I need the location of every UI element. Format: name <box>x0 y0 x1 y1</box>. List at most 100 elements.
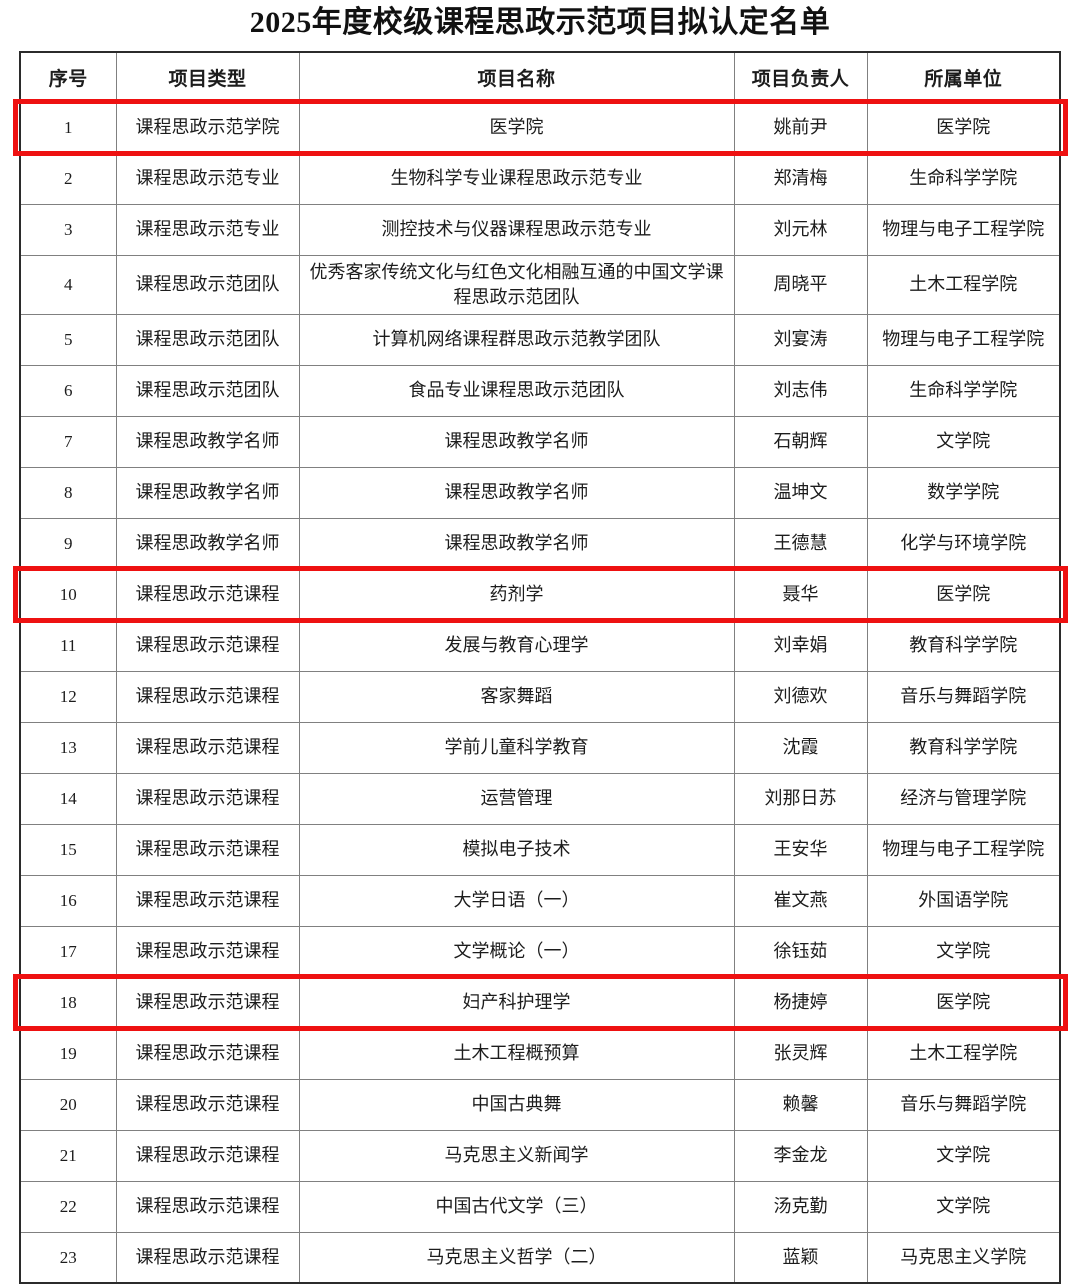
cell-unit: 经济与管理学院 <box>866 772 1061 825</box>
cell-owner: 刘志伟 <box>733 364 868 417</box>
cell-unit: 医学院 <box>866 976 1061 1029</box>
cell-unit: 土木工程学院 <box>866 1027 1061 1080</box>
cell-type: 课程思政示范课程 <box>115 670 300 723</box>
cell-seq: 2 <box>19 152 117 205</box>
cell-seq: 21 <box>19 1129 117 1182</box>
cell-type: 课程思政示范课程 <box>115 568 300 621</box>
table-row: 19 课程思政示范课程 土木工程概预算 张灵辉 土木工程学院 <box>19 1027 1061 1080</box>
cell-project-name: 土木工程概预算 <box>298 1027 735 1080</box>
cell-project-name: 食品专业课程思政示范团队 <box>298 364 735 417</box>
cell-type: 课程思政示范专业 <box>115 203 300 256</box>
cell-seq: 10 <box>19 568 117 621</box>
cell-unit: 文学院 <box>866 1129 1061 1182</box>
cell-type: 课程思政示范课程 <box>115 619 300 672</box>
cell-owner: 刘宴涛 <box>733 313 868 366</box>
cell-project-name: 学前儿童科学教育 <box>298 721 735 774</box>
cell-type: 课程思政示范课程 <box>115 925 300 978</box>
cell-owner: 姚前尹 <box>733 101 868 154</box>
table-row: 2 课程思政示范专业 生物科学专业课程思政示范专业 郑清梅 生命科学学院 <box>19 152 1061 205</box>
cell-seq: 14 <box>19 772 117 825</box>
cell-unit: 医学院 <box>866 101 1061 154</box>
cell-seq: 8 <box>19 466 117 519</box>
cell-type: 课程思政示范课程 <box>115 1027 300 1080</box>
cell-owner: 周晓平 <box>733 254 868 315</box>
cell-owner: 杨捷婷 <box>733 976 868 1029</box>
cell-seq: 1 <box>19 101 117 154</box>
table-body: 1 课程思政示范学院 医学院 姚前尹 医学院 2 课程思政示范专业 生物科学专业课程思政示范专… <box>19 101 1061 1284</box>
column-header-seq: 序号 <box>19 51 117 103</box>
cell-unit: 马克思主义学院 <box>866 1231 1061 1284</box>
cell-seq: 23 <box>19 1231 117 1284</box>
table-row: 1 课程思政示范学院 医学院 姚前尹 医学院 <box>19 101 1061 154</box>
cell-project-name: 马克思主义新闻学 <box>298 1129 735 1182</box>
cell-owner: 赖馨 <box>733 1078 868 1131</box>
cell-unit: 物理与电子工程学院 <box>866 313 1061 366</box>
cell-unit: 音乐与舞蹈学院 <box>866 1078 1061 1131</box>
cell-seq: 16 <box>19 874 117 927</box>
column-header-unit: 所属单位 <box>866 51 1061 103</box>
cell-owner: 蓝颖 <box>733 1231 868 1284</box>
cell-project-name: 发展与教育心理学 <box>298 619 735 672</box>
cell-project-name: 文学概论（一） <box>298 925 735 978</box>
table-row: 15 课程思政示范课程 模拟电子技术 王安华 物理与电子工程学院 <box>19 823 1061 876</box>
cell-seq: 11 <box>19 619 117 672</box>
cell-project-name: 妇产科护理学 <box>298 976 735 1029</box>
table-row: 12 课程思政示范课程 客家舞蹈 刘德欢 音乐与舞蹈学院 <box>19 670 1061 723</box>
table-row: 3 课程思政示范专业 测控技术与仪器课程思政示范专业 刘元林 物理与电子工程学院 <box>19 203 1061 256</box>
table-row: 7 课程思政教学名师 课程思政教学名师 石朝辉 文学院 <box>19 415 1061 468</box>
cell-seq: 19 <box>19 1027 117 1080</box>
cell-seq: 13 <box>19 721 117 774</box>
cell-project-name: 中国古代文学（三） <box>298 1180 735 1233</box>
table-row: 5 课程思政示范团队 计算机网络课程群思政示范教学团队 刘宴涛 物理与电子工程学院 <box>19 313 1061 366</box>
cell-owner: 刘幸娟 <box>733 619 868 672</box>
cell-owner: 汤克勤 <box>733 1180 868 1233</box>
table-row: 16 课程思政示范课程 大学日语（一） 崔文燕 外国语学院 <box>19 874 1061 927</box>
table-row: 22 课程思政示范课程 中国古代文学（三） 汤克勤 文学院 <box>19 1180 1061 1233</box>
cell-project-name: 课程思政教学名师 <box>298 517 735 570</box>
cell-type: 课程思政示范课程 <box>115 721 300 774</box>
cell-owner: 李金龙 <box>733 1129 868 1182</box>
listing-table-container: 序号 项目类型 项目名称 项目负责人 所属单位 1 课程思政示范学院 医学院 姚前尹医… <box>19 51 1061 1284</box>
cell-unit: 文学院 <box>866 1180 1061 1233</box>
cell-type: 课程思政示范课程 <box>115 976 300 1029</box>
cell-unit: 文学院 <box>866 415 1061 468</box>
cell-owner: 郑清梅 <box>733 152 868 205</box>
cell-seq: 18 <box>19 976 117 1029</box>
cell-type: 课程思政示范课程 <box>115 874 300 927</box>
cell-project-name: 运营管理 <box>298 772 735 825</box>
cell-type: 课程思政示范专业 <box>115 152 300 205</box>
cell-type: 课程思政示范课程 <box>115 1231 300 1284</box>
table-row: 9 课程思政教学名师 课程思政教学名师 王德慧 化学与环境学院 <box>19 517 1061 570</box>
cell-owner: 刘元林 <box>733 203 868 256</box>
cell-project-name: 课程思政教学名师 <box>298 415 735 468</box>
cell-unit: 教育科学学院 <box>866 721 1061 774</box>
cell-type: 课程思政示范团队 <box>115 254 300 315</box>
cell-unit: 生命科学学院 <box>866 152 1061 205</box>
cell-owner: 刘德欢 <box>733 670 868 723</box>
cell-seq: 6 <box>19 364 117 417</box>
page-title: 2025年度校级课程思政示范项目拟认定名单 <box>249 6 831 39</box>
cell-seq: 7 <box>19 415 117 468</box>
cell-owner: 沈霞 <box>733 721 868 774</box>
cell-type: 课程思政教学名师 <box>115 517 300 570</box>
cell-type: 课程思政示范课程 <box>115 1129 300 1182</box>
cell-owner: 张灵辉 <box>733 1027 868 1080</box>
cell-type: 课程思政示范课程 <box>115 1078 300 1131</box>
cell-project-name: 客家舞蹈 <box>298 670 735 723</box>
cell-type: 课程思政教学名师 <box>115 466 300 519</box>
table-row: 8 课程思政教学名师 课程思政教学名师 温坤文 数学学院 <box>19 466 1061 519</box>
cell-seq: 3 <box>19 203 117 256</box>
table-row: 4 课程思政示范团队 优秀客家传统文化与红色文化相融互通的中国文学课程思政示范团队周… <box>19 254 1061 315</box>
project-listing-table: 序号 项目类型 项目名称 项目负责人 所属单位 1 课程思政示范学院 医学院 姚前尹医… <box>19 51 1061 1284</box>
cell-seq: 22 <box>19 1180 117 1233</box>
cell-owner: 刘那日苏 <box>733 772 868 825</box>
cell-project-name: 课程思政教学名师 <box>298 466 735 519</box>
cell-unit: 生命科学学院 <box>866 364 1061 417</box>
cell-unit: 物理与电子工程学院 <box>866 823 1061 876</box>
cell-project-name: 药剂学 <box>298 568 735 621</box>
cell-seq: 17 <box>19 925 117 978</box>
table-row: 18 课程思政示范课程 妇产科护理学 杨捷婷 医学院 <box>19 976 1061 1029</box>
cell-owner: 温坤文 <box>733 466 868 519</box>
cell-seq: 9 <box>19 517 117 570</box>
